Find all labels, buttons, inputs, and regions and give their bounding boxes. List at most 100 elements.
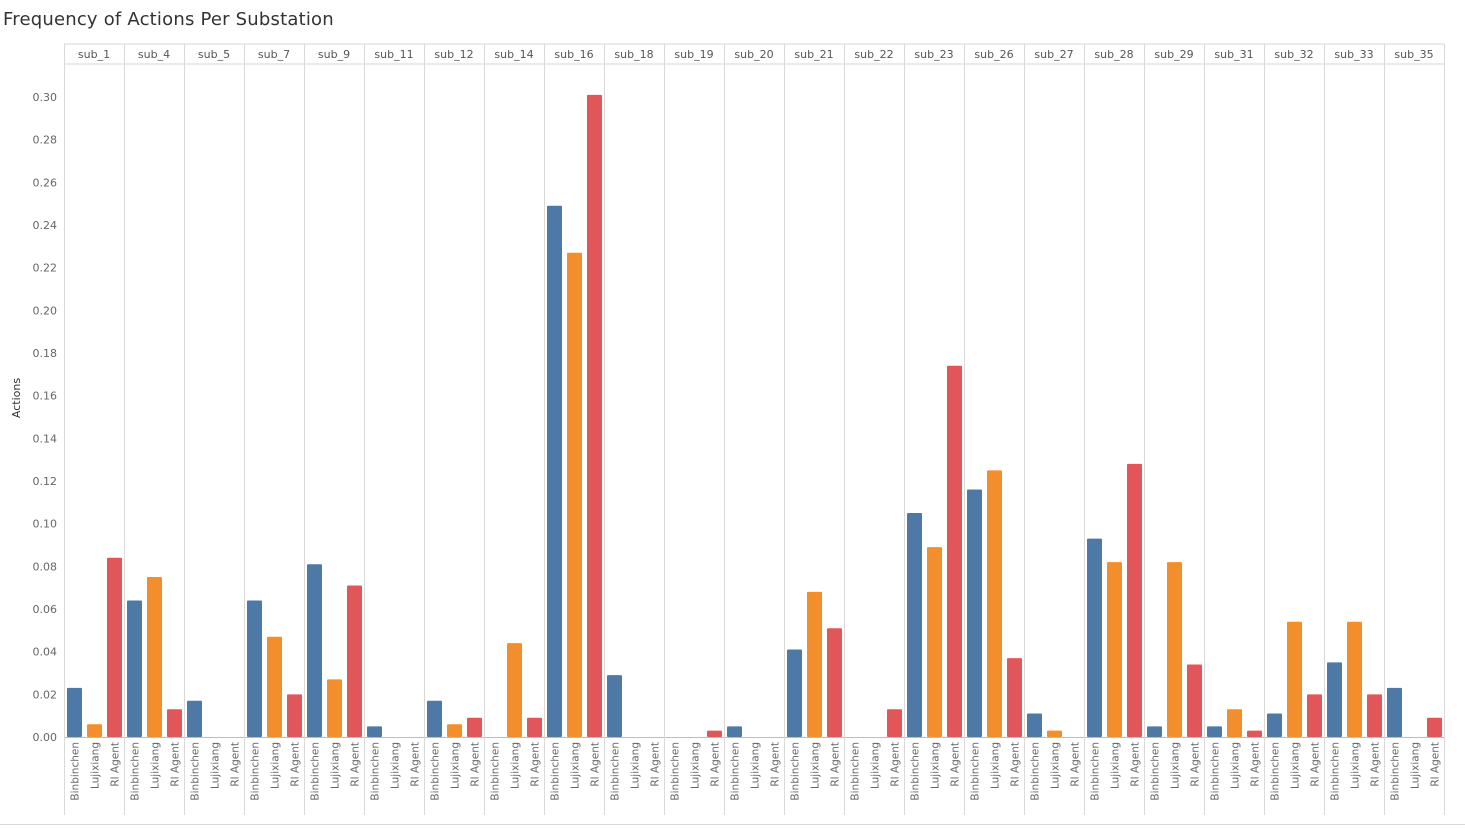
agent-label-sub_29-binbinchen: Binbinchen [1150,742,1162,801]
agent-label-sub_12-binbinchen: Binbinchen [430,742,442,801]
substation-header-sub_32: sub_32 [1274,48,1313,61]
agent-label-sub_4-lujixiang: Lujixiang [150,742,162,789]
agent-label-sub_5-lujixiang: Lujixiang [210,742,222,789]
agent-label-sub_7-lujixiang: Lujixiang [270,742,282,789]
bar-sub_1-binbinchen [67,687,82,737]
bar-sub_18-binbinchen [607,675,622,737]
y-tick-label: 0.10 [33,518,58,531]
y-tick-label: 0.16 [33,390,58,403]
substation-header-sub_20: sub_20 [734,48,773,61]
agent-label-sub_14-lujixiang: Lujixiang [510,742,522,789]
bar-sub_23-binbinchen [907,513,922,737]
bar-sub_33-lujixiang [1347,621,1362,737]
bar-sub_23-lujixiang [927,547,942,737]
agent-label-sub_27-lujixiang: Lujixiang [1050,742,1062,789]
y-tick-label: 0.08 [33,560,58,573]
bar-sub_5-binbinchen [187,700,202,737]
agent-label-sub_19-binbinchen: Binbinchen [670,742,682,801]
y-tick-label: 0.06 [33,603,58,616]
y-tick-label: 0.26 [33,176,58,189]
substation-header-sub_11: sub_11 [374,48,413,61]
substation-header-sub_26: sub_26 [974,48,1013,61]
substation-header-sub_31: sub_31 [1214,48,1253,61]
bar-sub_28-rl-agent [1127,463,1142,737]
agent-label-sub_32-lujixiang: Lujixiang [1290,742,1302,789]
agent-label-sub_22-binbinchen: Binbinchen [850,742,862,801]
bar-sub_23-rl-agent [947,365,962,737]
substation-header-sub_7: sub_7 [258,48,290,61]
agent-label-sub_23-lujixiang: Lujixiang [930,742,942,789]
bar-sub_29-rl-agent [1187,664,1202,737]
bar-sub_16-rl-agent [587,94,602,737]
agent-label-sub_12-lujixiang: Lujixiang [450,742,462,789]
agent-label-sub_14-rl-agent: Rl Agent [530,742,542,787]
y-tick-label: 0.28 [33,134,58,147]
bar-sub_9-rl-agent [347,585,362,737]
agent-label-sub_35-binbinchen: Binbinchen [1390,742,1402,801]
bar-sub_26-lujixiang [987,470,1002,737]
bar-sub_1-rl-agent [107,557,122,737]
agent-label-sub_29-lujixiang: Lujixiang [1170,742,1182,789]
bar-sub_9-binbinchen [307,564,322,737]
agent-label-sub_11-rl-agent: Rl Agent [410,742,422,787]
bar-sub_28-lujixiang [1107,562,1122,737]
agent-label-sub_14-binbinchen: Binbinchen [490,742,502,801]
bar-sub_29-lujixiang [1167,562,1182,737]
agent-label-sub_28-binbinchen: Binbinchen [1090,742,1102,801]
bar-sub_11-binbinchen [367,726,382,737]
bar-sub_12-binbinchen [427,700,442,737]
bar-sub_9-lujixiang [327,679,342,737]
agent-label-sub_28-lujixiang: Lujixiang [1110,742,1122,789]
bar-sub_7-lujixiang [267,636,282,737]
bar-sub_19-rl-agent [707,730,722,737]
bar-sub_21-rl-agent [827,628,842,737]
agent-label-sub_32-binbinchen: Binbinchen [1270,742,1282,801]
substation-header-sub_9: sub_9 [318,48,350,61]
y-tick-label: 0.18 [33,347,58,360]
bar-sub_20-binbinchen [727,726,742,737]
bar-sub_12-lujixiang [447,724,462,737]
substation-header-sub_1: sub_1 [78,48,110,61]
bar-sub_33-rl-agent [1367,694,1382,737]
bar-sub_16-lujixiang [567,252,582,737]
agent-label-sub_5-binbinchen: Binbinchen [190,742,202,801]
agent-label-sub_35-rl-agent: Rl Agent [1430,742,1442,787]
agent-label-sub_27-binbinchen: Binbinchen [1030,742,1042,801]
bar-sub_31-rl-agent [1247,730,1262,737]
bar-sub_4-lujixiang [147,577,162,737]
agent-label-sub_26-rl-agent: Rl Agent [1010,742,1022,787]
agent-label-sub_7-rl-agent: Rl Agent [290,742,302,787]
bar-sub_14-lujixiang [507,643,522,737]
substation-header-sub_35: sub_35 [1394,48,1433,61]
substation-header-sub_16: sub_16 [554,48,593,61]
substation-header-sub_29: sub_29 [1154,48,1193,61]
agent-label-sub_4-binbinchen: Binbinchen [130,742,142,801]
bar-sub_35-rl-agent [1427,717,1442,737]
bar-sub_31-binbinchen [1207,726,1222,737]
agent-label-sub_20-rl-agent: Rl Agent [770,742,782,787]
bar-sub_32-lujixiang [1287,621,1302,737]
agent-label-sub_33-lujixiang: Lujixiang [1350,742,1362,789]
bar-sub_12-rl-agent [467,717,482,737]
bar-sub_26-binbinchen [967,489,982,737]
y-tick-label: 0.14 [33,432,58,445]
bar-sub_35-binbinchen [1387,687,1402,737]
bar-sub_32-binbinchen [1267,713,1282,737]
agent-label-sub_26-lujixiang: Lujixiang [990,742,1002,789]
substation-header-sub_33: sub_33 [1334,48,1373,61]
substation-header-sub_19: sub_19 [674,48,713,61]
bar-sub_21-binbinchen [787,649,802,737]
chart-title: Frequency of Actions Per Substation [3,9,334,30]
bar-sub_1-lujixiang [87,724,102,737]
bar-sub_27-binbinchen [1027,713,1042,737]
agent-label-sub_21-rl-agent: Rl Agent [830,742,842,787]
bar-sub_16-binbinchen [547,205,562,738]
agent-label-sub_11-binbinchen: Binbinchen [370,742,382,801]
bar-sub_33-binbinchen [1327,662,1342,737]
agent-label-sub_16-rl-agent: Rl Agent [590,742,602,787]
agent-label-sub_11-lujixiang: Lujixiang [390,742,402,789]
bottom-divider [0,824,1465,825]
y-tick-label: 0.12 [33,475,58,488]
agent-label-sub_16-lujixiang: Lujixiang [570,742,582,789]
